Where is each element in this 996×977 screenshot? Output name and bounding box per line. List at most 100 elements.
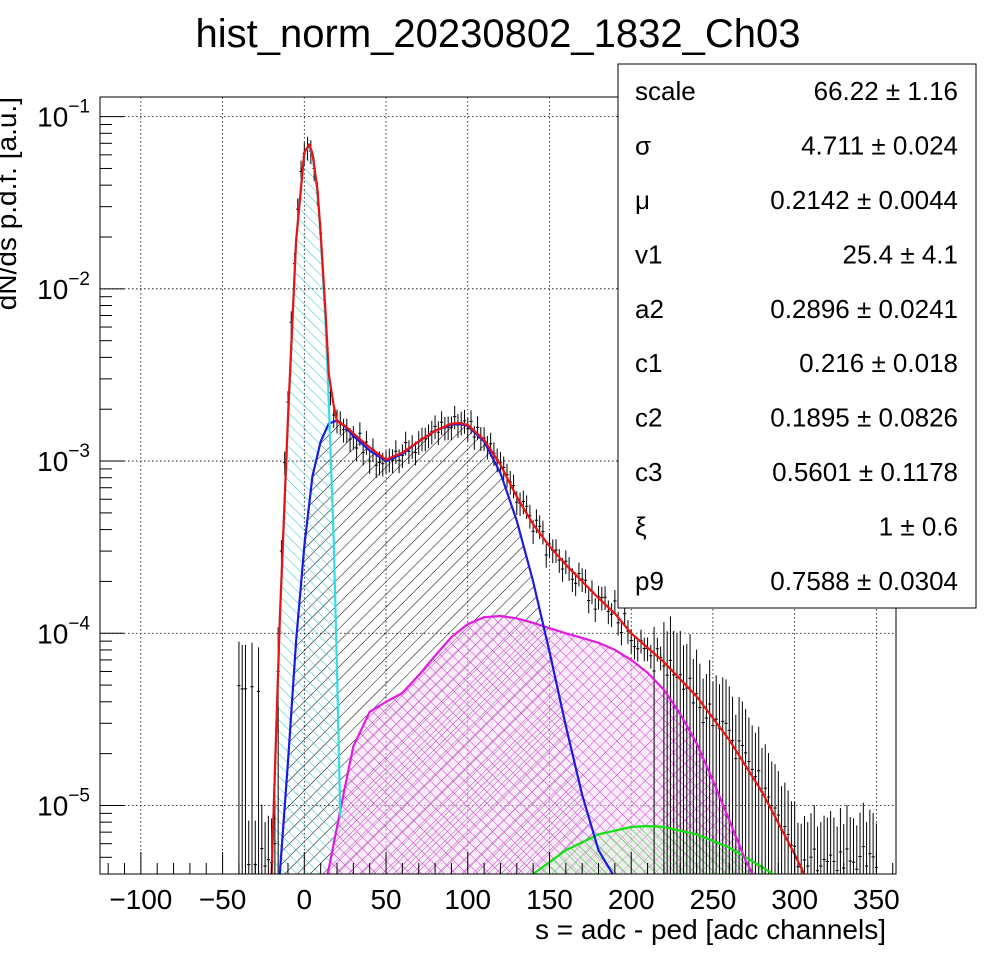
hist-bin <box>273 799 277 874</box>
histogram <box>237 136 879 874</box>
hist-bin <box>619 621 624 646</box>
stats-row: c1 0.216 ± 0.018 <box>635 348 958 378</box>
x-tick-label: 350 <box>853 884 900 915</box>
hist-bin <box>632 635 637 660</box>
stats-row: c3 0.5601 ± 0.1178 <box>635 457 958 487</box>
y-tick-label: 10−2 <box>37 269 90 305</box>
hist-bin <box>368 450 372 474</box>
fit-curve <box>326 614 754 874</box>
x-axis-label: s = adc - ped [adc channels] <box>535 914 886 945</box>
hist-bin <box>652 627 656 874</box>
hist-bin <box>855 825 859 874</box>
hist-bin <box>743 708 748 874</box>
stats-param-name: σ <box>635 131 651 161</box>
stats-param-value: 0.1895 ± 0.0826 <box>770 403 958 433</box>
hist-bin <box>753 732 758 874</box>
hist-bin <box>263 822 267 874</box>
hist-bin <box>747 717 751 874</box>
x-tick-label: 250 <box>690 884 737 915</box>
hist-bin <box>662 622 666 874</box>
hist-bin <box>609 603 614 628</box>
hist-bin <box>390 449 395 474</box>
stats-param-name: scale <box>635 76 696 106</box>
stats-param-name: p9 <box>635 566 664 596</box>
hist-bin <box>240 644 244 874</box>
y-tick-label: 10−1 <box>37 97 90 133</box>
hist-bin <box>845 805 849 874</box>
hist-bin <box>642 637 646 662</box>
stats-param-name: c1 <box>635 348 662 378</box>
hist-bin <box>433 415 437 440</box>
hist-bin <box>861 802 865 874</box>
stats-param-value: 0.5601 ± 0.1178 <box>772 457 958 487</box>
hist-bin <box>796 822 800 874</box>
hist-bin <box>436 421 440 446</box>
stats-row: a2 0.2896 ± 0.0241 <box>635 294 958 324</box>
hist-bin <box>577 562 581 587</box>
hist-bin <box>802 815 807 874</box>
y-tick-label: 10−4 <box>37 613 90 649</box>
hist-bin <box>649 644 653 669</box>
x-tick-label: −100 <box>109 884 172 915</box>
hist-bin <box>815 826 820 874</box>
hist-bin <box>256 647 261 874</box>
hist-bin <box>413 441 418 466</box>
hist-bin <box>737 696 741 874</box>
hist-bin <box>544 543 548 568</box>
stats-row: scale 66.22 ± 1.16 <box>635 76 958 106</box>
stats-param-name: v1 <box>635 239 662 269</box>
hist-bin <box>714 675 718 874</box>
component-hatch <box>327 616 753 874</box>
stats-param-value: 0.2142 ± 0.0044 <box>770 185 958 215</box>
hist-bin <box>587 589 591 614</box>
hist-bin <box>243 644 248 874</box>
hist-bin <box>613 590 617 614</box>
stats-param-value: 66.22 ± 1.16 <box>814 76 958 106</box>
y-tick-label: 10−5 <box>37 785 90 821</box>
hist-bin <box>453 405 457 430</box>
hist-bin <box>603 586 607 610</box>
hist-bin <box>851 818 856 874</box>
stats-param-value: 0.7588 ± 0.0304 <box>770 566 958 596</box>
stats-param-value: 1 ± 0.6 <box>879 511 958 541</box>
hist-bin <box>819 822 823 874</box>
component-hatch <box>271 146 341 874</box>
hist-bin <box>583 569 588 594</box>
hist-bin <box>511 474 516 499</box>
stats-row: σ 4.711 ± 0.024 <box>635 131 958 161</box>
x-tick-label: 150 <box>526 884 573 915</box>
fit-curve <box>530 824 775 874</box>
fit-curves <box>270 143 806 874</box>
hist-bin <box>832 817 836 874</box>
hist-bin <box>394 440 398 465</box>
y-axis-label: dN/ds p.d.f. [a.u.] <box>0 97 22 310</box>
hist-bin <box>668 616 673 874</box>
hist-bin <box>247 820 251 874</box>
hist-bin <box>868 809 872 874</box>
stats-row: μ 0.2142 ± 0.0044 <box>635 185 958 215</box>
y-tick-label: 10−3 <box>37 441 90 477</box>
hist-bin <box>374 454 378 479</box>
stats-param-name: c3 <box>635 457 662 487</box>
stats-row: v1 25.4 ± 4.1 <box>635 239 958 269</box>
hist-bin <box>740 701 744 874</box>
hist-bin <box>237 641 241 874</box>
hist-bin <box>812 805 816 874</box>
hist-bin <box>783 782 787 874</box>
hist-bin <box>678 630 682 874</box>
stats-param-name: μ <box>635 185 650 215</box>
hist-bin <box>449 416 454 441</box>
stats-box: scale 66.22 ± 1.16 σ 4.711 ± 0.024 μ 0.2142 ±… <box>617 63 977 609</box>
hist-bin <box>250 642 254 874</box>
hist-bin <box>835 826 839 874</box>
fit-curve <box>270 143 806 874</box>
hist-bin <box>554 539 558 563</box>
hist-bin <box>773 764 777 874</box>
hist-bin <box>766 753 771 874</box>
x-tick-label: 50 <box>370 884 401 915</box>
stats-row: ξ 1 ± 0.6 <box>635 511 958 541</box>
stats-row: p9 0.7588 ± 0.0304 <box>635 566 958 596</box>
stats-param-value: 0.216 ± 0.018 <box>799 348 958 378</box>
